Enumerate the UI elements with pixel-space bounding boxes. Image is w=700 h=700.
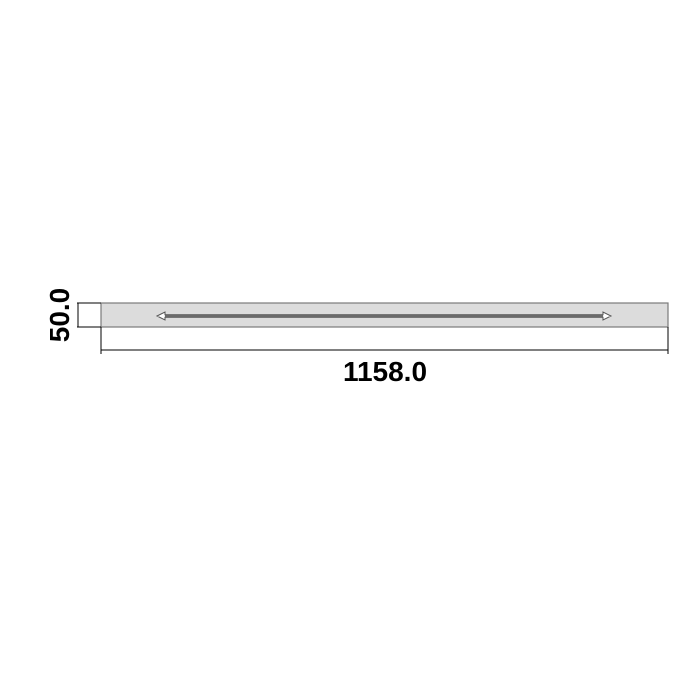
height-dimension-label: 50.0 — [44, 288, 75, 343]
width-dimension: 1158.0 — [100, 327, 669, 387]
width-dimension-label: 1158.0 — [343, 356, 427, 387]
direction-arrow — [155, 311, 613, 321]
height-dimension: 50.0 — [44, 288, 101, 343]
